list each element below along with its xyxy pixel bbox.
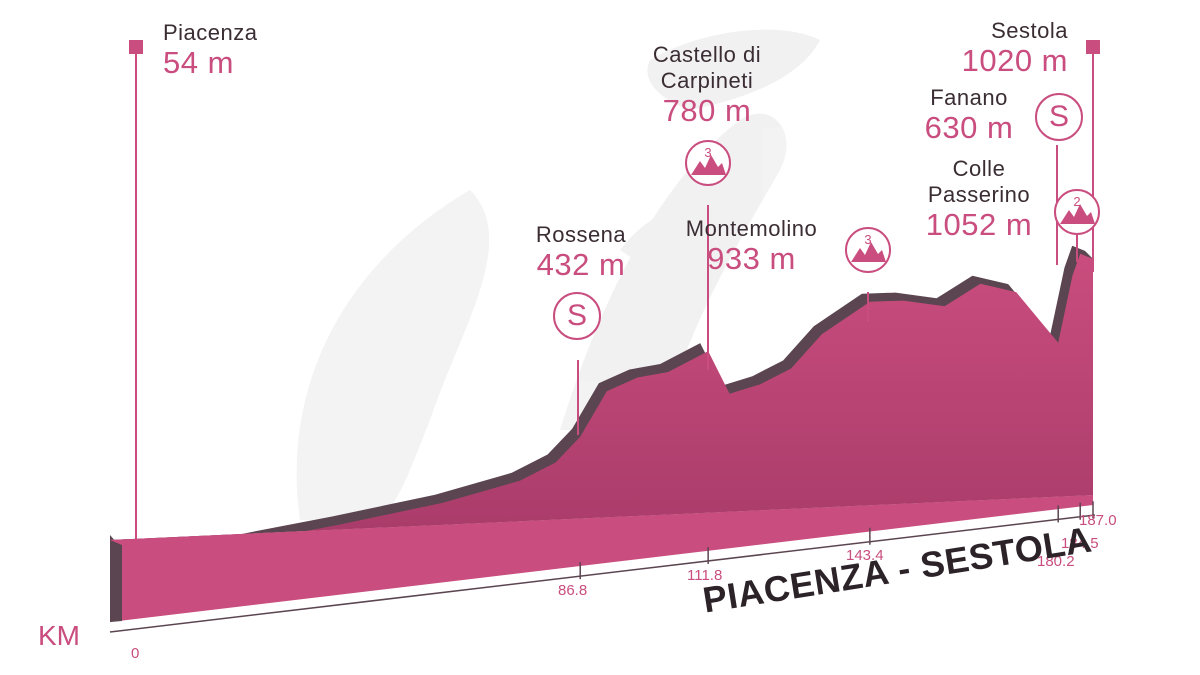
km-mark: 184.5 [1061,535,1099,552]
place-name: Sestola [991,18,1068,43]
place-name: Colle Passerino [927,156,1031,207]
climb-cat-3-icon: 3 [845,227,891,273]
place-name: Piacenza [163,20,258,45]
climb-cat-3-icon: 3 [685,140,731,186]
place-altitude: 1020 m [961,43,1068,78]
place-altitude: 432 m [536,247,626,282]
sprint-icon: S [1035,93,1083,141]
place-fanano: Fanano 630 m [910,85,1028,145]
km-axis-title: KM [38,620,80,651]
climb-cat-label: 3 [864,232,871,247]
km-mark: 143.4 [846,547,884,564]
place-name: Rossena [535,222,627,247]
place-piacenza: Piacenza 54 m [163,20,258,80]
place-name: Montemolino [685,216,818,241]
finish-flag-icon [1086,40,1100,54]
start-flag-icon [129,40,143,54]
place-colle-passerino: Colle Passerino 1052 m [913,156,1045,242]
km-mark: 86.8 [558,582,588,599]
profile-area [110,253,1093,564]
place-altitude: 780 m [662,93,752,128]
place-name: Fanano [930,85,1008,110]
km-axis-line [109,514,1096,633]
profile-edge [110,540,122,622]
place-castello-di-carpineti: Castello di Carpineti 780 m [632,42,782,128]
watermark-logo [296,29,820,520]
climb-cat-label: 2 [1073,194,1080,209]
place-rossena: Rossena 432 m [522,222,640,282]
place-name: Castello di Carpineti [652,42,762,93]
place-montemolino: Montemolino 933 m [664,216,839,276]
climb-cat-label: 3 [704,145,711,160]
km-mark: 111.8 [687,567,723,584]
place-altitude: 54 m [163,45,234,80]
km-mark: 187.0 [1079,512,1117,529]
km-mark: 0 [131,645,140,662]
km-mark: 180.2 [1037,553,1075,570]
place-altitude: 630 m [924,110,1014,145]
place-altitude: 1052 m [925,207,1033,242]
climb-cat-2-icon: 2 [1054,189,1100,235]
profile-base-slab [110,495,1093,622]
place-sestola: Sestola 1020 m [938,18,1068,78]
place-altitude: 933 m [707,241,796,276]
sprint-icon: S [553,292,601,340]
